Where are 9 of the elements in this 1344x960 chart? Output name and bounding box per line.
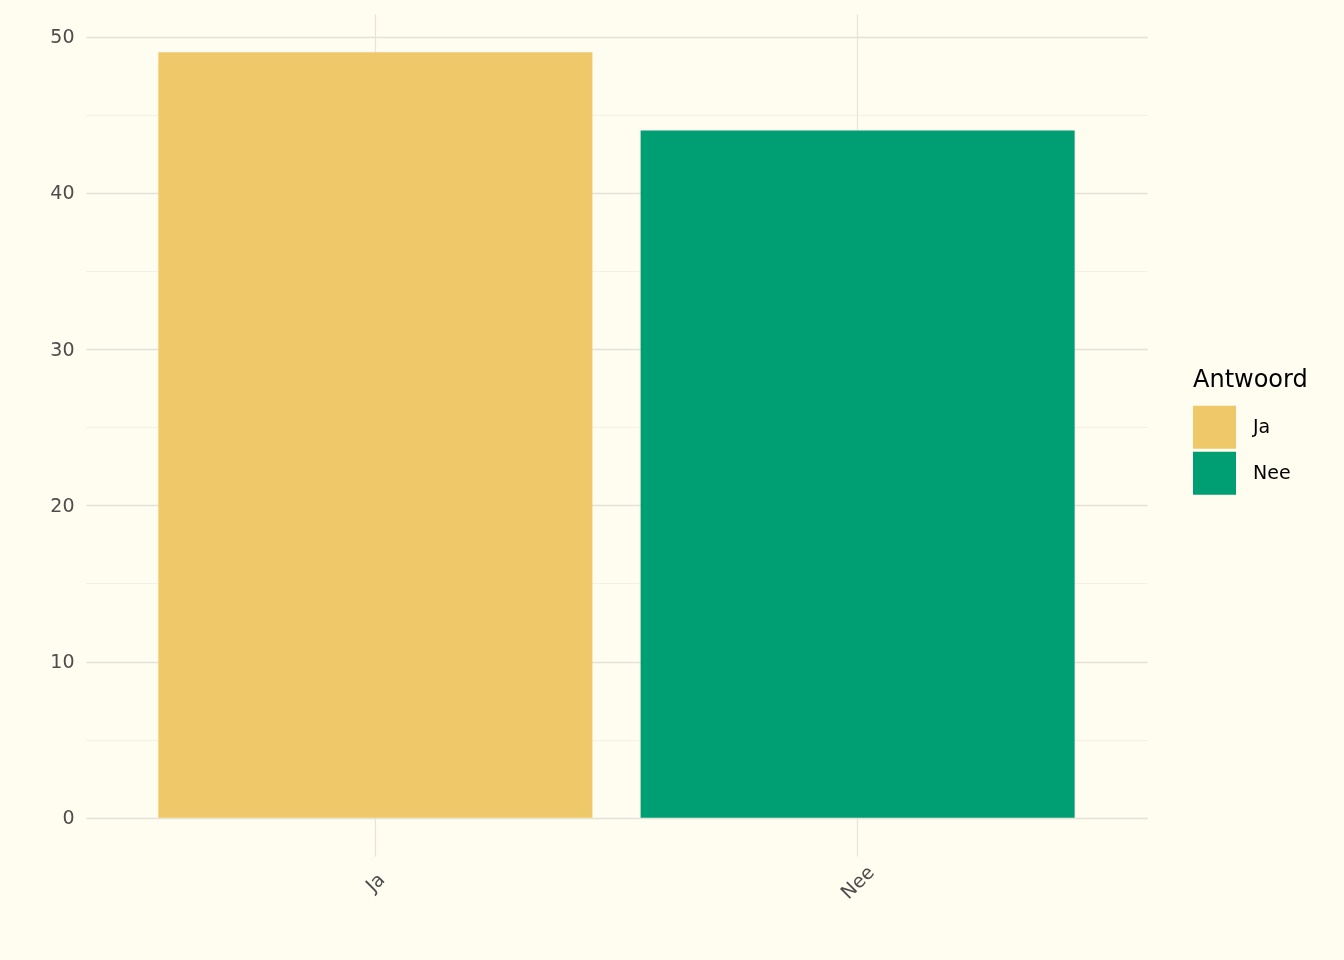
legend-label: Ja [1252,415,1271,438]
y-tick-label: 10 [50,650,75,673]
y-tick-label: 40 [50,181,75,204]
y-tick-label: 30 [50,337,75,360]
legend-title: Antwoord [1193,364,1308,393]
y-tick-label: 50 [50,25,75,48]
y-tick-label: 0 [62,806,75,829]
y-tick-label: 20 [50,493,75,516]
legend-label: Nee [1253,461,1291,484]
